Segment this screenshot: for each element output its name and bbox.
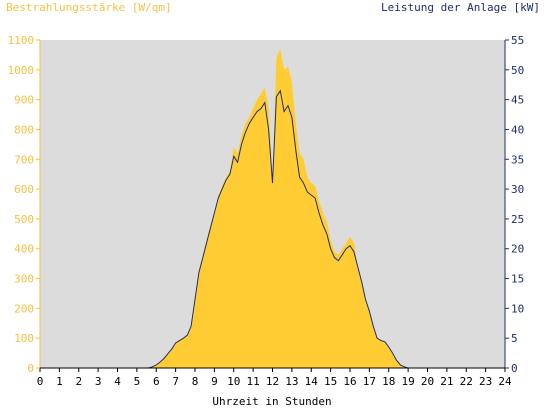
- y-left-tick-label: 1000: [8, 64, 35, 77]
- y-left-tick-label: 500: [14, 213, 34, 226]
- x-tick-label: 4: [114, 375, 121, 388]
- y-left-tick-label: 800: [14, 123, 34, 136]
- y-left-tick-label: 300: [14, 273, 34, 286]
- series-irradiance-area: [40, 48, 505, 369]
- x-tick-label: 2: [75, 375, 82, 388]
- x-tick-label: 3: [95, 375, 102, 388]
- y-right-tick-label: 25: [511, 213, 524, 226]
- x-tick-label: 1: [56, 375, 63, 388]
- left-axis-title: Bestrahlungsstärke [W/qm]: [6, 1, 172, 14]
- y-right-tick-label: 10: [511, 302, 524, 315]
- y-left-tick-label: 200: [14, 302, 34, 315]
- x-tick-label: 11: [247, 375, 260, 388]
- y-left-tick-label: 1100: [8, 34, 35, 47]
- y-left-tick-label: 400: [14, 243, 34, 256]
- x-tick-label: 18: [382, 375, 395, 388]
- x-tick-label: 21: [440, 375, 453, 388]
- x-tick-label: 8: [192, 375, 199, 388]
- x-tick-label: 24: [498, 375, 512, 388]
- x-tick-label: 7: [172, 375, 179, 388]
- y-right-tick-label: 30: [511, 183, 524, 196]
- y-right-tick-label: 45: [511, 94, 524, 107]
- x-tick-label: 10: [227, 375, 240, 388]
- x-tick-label: 9: [211, 375, 218, 388]
- x-tick-label: 22: [460, 375, 473, 388]
- x-tick-label: 17: [363, 375, 376, 388]
- y-left-tick-label: 600: [14, 183, 34, 196]
- y-left-tick-label: 100: [14, 332, 34, 345]
- y-right-tick-label: 0: [511, 362, 518, 375]
- x-tick-label: 0: [37, 375, 44, 388]
- x-tick-label: 23: [479, 375, 492, 388]
- x-tick-label: 16: [343, 375, 356, 388]
- y-left-tick-label: 700: [14, 153, 34, 166]
- series-power-line: [40, 89, 505, 369]
- x-tick-label: 14: [305, 375, 319, 388]
- y-right-tick-label: 40: [511, 123, 524, 136]
- right-axis-title: Leistung der Anlage [kW]: [381, 1, 540, 14]
- y-right-tick-label: 5: [511, 332, 518, 345]
- y-right-tick-label: 55: [511, 34, 524, 47]
- y-right-tick-label: 35: [511, 153, 524, 166]
- x-axis-title: Uhrzeit in Stunden: [212, 395, 331, 408]
- x-tick-label: 12: [266, 375, 279, 388]
- y-left-tick-label: 0: [27, 362, 34, 375]
- x-tick-label: 6: [153, 375, 160, 388]
- y-left-tick-label: 900: [14, 94, 34, 107]
- x-tick-label: 15: [324, 375, 337, 388]
- y-right-tick-label: 20: [511, 243, 524, 256]
- y-right-tick-label: 50: [511, 64, 524, 77]
- x-tick-label: 13: [285, 375, 298, 388]
- x-tick-label: 20: [421, 375, 434, 388]
- x-tick-label: 5: [134, 375, 141, 388]
- y-right-tick-label: 15: [511, 273, 524, 286]
- x-tick-label: 19: [402, 375, 415, 388]
